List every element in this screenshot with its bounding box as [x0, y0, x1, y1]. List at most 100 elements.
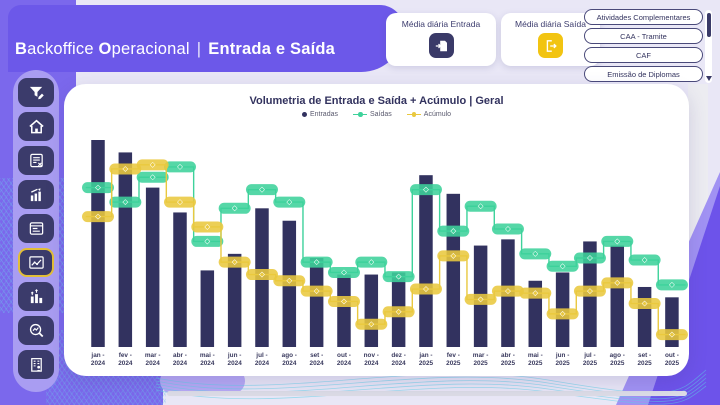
bar-entradas[interactable]: [200, 270, 215, 347]
sidebar-item-home[interactable]: [18, 112, 54, 141]
legend-item-saidas[interactable]: Saídas: [353, 111, 392, 118]
data-point-marker-saídas: [587, 255, 593, 261]
bar-entradas[interactable]: [309, 257, 324, 347]
report-nav-button[interactable]: CAF: [584, 47, 703, 63]
chart-legend: Entradas Saídas Acúmulo: [64, 111, 689, 118]
data-point-marker-acúmulo: [641, 300, 648, 307]
title-separator: |: [196, 40, 202, 58]
bar-entradas[interactable]: [173, 212, 187, 347]
sidebar-item-report-list[interactable]: [18, 146, 54, 175]
nav-scrollbar-track[interactable]: [705, 10, 712, 83]
x-axis-label-year: 2024: [146, 360, 161, 367]
report-nav-button[interactable]: Emissão de Diplomas: [584, 66, 703, 82]
data-point-marker-acúmulo: [423, 286, 429, 292]
data-point-marker-acúmulo: [368, 321, 375, 328]
growth-chart-icon: [30, 188, 41, 202]
home-icon: [28, 119, 44, 134]
x-axis-label-year: 2025: [474, 360, 489, 367]
data-point-marker-saídas: [477, 203, 484, 210]
kpi-label: Média diária Entrada: [401, 19, 481, 29]
x-axis-label-year: 2025: [446, 360, 461, 367]
data-point-marker-saídas: [614, 238, 621, 245]
data-point-marker-saídas: [149, 174, 156, 181]
x-axis-label-year: 2024: [392, 360, 407, 367]
x-axis-label-year: 2024: [173, 360, 188, 367]
acumulo-line-icon: [406, 112, 421, 117]
bar-entradas[interactable]: [337, 274, 351, 347]
x-axis-label-year: 2025: [665, 360, 680, 367]
bar-entradas[interactable]: [91, 140, 105, 347]
legend-item-acumulo[interactable]: Acúmulo: [406, 111, 451, 118]
legend-item-entradas[interactable]: Entradas: [301, 111, 338, 118]
institution-building-icon: [30, 358, 42, 372]
x-axis-label: set -: [310, 352, 323, 359]
report-list-icon: [29, 153, 43, 168]
bar-entradas[interactable]: [610, 245, 625, 347]
sidebar-item-growth-chart[interactable]: [18, 180, 54, 209]
file-enter-icon: [428, 33, 454, 58]
bar-entradas[interactable]: [118, 152, 133, 347]
data-point-marker-acúmulo: [204, 224, 211, 230]
x-axis-label: ago -: [282, 352, 297, 359]
x-axis-label-year: 2025: [556, 360, 571, 367]
x-axis-label-year: 2025: [583, 360, 598, 367]
app-header: [8, 5, 404, 72]
brand-o: O: [98, 40, 112, 58]
x-axis-label-year: 2024: [337, 360, 352, 367]
nav-scrollbar-thumb[interactable]: [706, 13, 711, 37]
data-point-marker-acúmulo: [505, 288, 511, 295]
data-point-marker-acúmulo: [313, 288, 320, 295]
kpi-card-media-diaria-entrada[interactable]: Média diária Entrada: [386, 13, 496, 66]
x-axis-label-year: 2024: [118, 360, 133, 367]
sidebar-item-ranking-people[interactable]: [18, 282, 54, 311]
data-point-marker-acúmulo: [95, 213, 101, 220]
sidebar-item-volumetria-line-chart[interactable]: [18, 248, 54, 277]
data-point-marker-saídas: [395, 273, 402, 280]
sidebar-item-chart-search[interactable]: [18, 316, 54, 345]
x-axis-label: fev -: [119, 352, 132, 359]
x-axis-label: jan -: [90, 352, 104, 359]
kpi-card-media-diaria-saida[interactable]: Média diária Saída: [501, 13, 600, 66]
data-point-marker-acúmulo: [532, 290, 539, 297]
bar-entradas[interactable]: [227, 253, 242, 347]
sidebar-item-filter-edit[interactable]: [18, 78, 54, 107]
x-axis-label: mar -: [145, 352, 161, 359]
sidebar-item-form-records[interactable]: [18, 214, 54, 243]
x-axis-label-year: 2024: [228, 360, 243, 367]
x-axis-label: mai -: [528, 352, 543, 359]
section-title: Entrada e Saída: [208, 40, 336, 58]
bar-entradas[interactable]: [364, 274, 379, 347]
door-exit-icon: [538, 33, 563, 58]
data-point-marker-acúmulo: [341, 298, 347, 305]
bar-entradas[interactable]: [446, 193, 461, 347]
brand-b: B: [15, 40, 28, 58]
bar-entradas[interactable]: [419, 175, 433, 347]
x-axis-label: jun -: [227, 352, 242, 359]
data-point-marker-saídas: [450, 228, 457, 234]
x-axis-label: jul -: [255, 352, 267, 359]
x-axis-label: out -: [337, 352, 351, 359]
bar-entradas[interactable]: [145, 187, 160, 347]
x-axis-label-year: 2025: [501, 360, 516, 367]
x-axis-label: fev -: [447, 352, 460, 359]
x-axis-label-year: 2024: [282, 360, 297, 367]
x-axis-label: mar -: [473, 352, 489, 359]
data-point-marker-acúmulo: [395, 308, 402, 315]
volumetria-card: Volumetria de Entrada e Saída + Acúmulo …: [64, 84, 689, 376]
report-nav-button[interactable]: CAA - Tramite: [584, 28, 703, 44]
x-axis-label-year: 2025: [610, 360, 625, 367]
sidebar-item-institution-building[interactable]: [18, 350, 54, 379]
bar-entradas[interactable]: [637, 286, 652, 347]
data-point-marker-saídas: [368, 259, 375, 266]
data-point-marker-acúmulo: [177, 199, 183, 205]
horizontal-scrollbar[interactable]: [167, 391, 687, 396]
nav-scroll-down-arrow-icon[interactable]: [705, 76, 712, 81]
x-axis-label: set -: [638, 352, 651, 359]
data-point-marker-acúmulo: [614, 279, 621, 286]
report-nav-button[interactable]: Atividades Complementares: [584, 9, 703, 25]
x-axis-label-year: 2025: [528, 360, 543, 367]
x-axis-label-year: 2025: [419, 360, 434, 367]
x-axis-label: nov -: [364, 352, 379, 359]
saidas-line-icon: [353, 112, 367, 117]
